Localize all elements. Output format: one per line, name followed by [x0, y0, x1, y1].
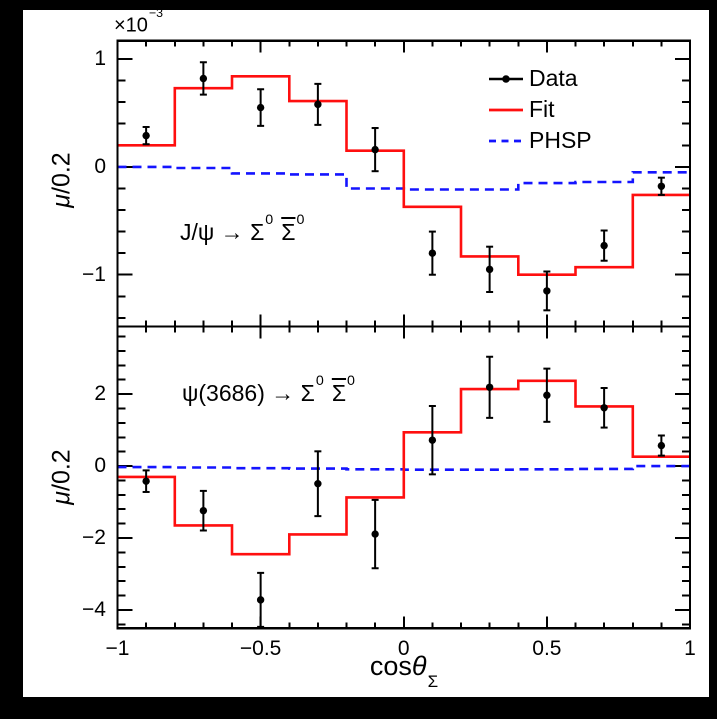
phsp-dashed-line-icon: [489, 139, 523, 142]
bottom-panel-ticks: [116, 326, 691, 629]
fit-line-icon: [489, 108, 523, 111]
legend-label-fit: Fit: [529, 96, 555, 122]
mu-symbol: μ: [47, 491, 76, 505]
legend-item-fit: Fit: [487, 94, 592, 125]
top-panel-ytick-−1: −1: [82, 262, 106, 286]
legend-label-phsp: PHSP: [529, 127, 592, 153]
bottom-panel-data-points: [142, 355, 666, 628]
legend-item-data: Data: [487, 63, 592, 94]
bottom-panel-ytick-−2: −2: [82, 526, 106, 549]
top-panel: [116, 39, 692, 328]
plot-paper: [23, 10, 709, 697]
sigma-subscript: Σ: [427, 672, 439, 692]
xtick-0.5: 0.5: [532, 637, 562, 660]
exponent-base: ×10: [114, 14, 148, 37]
xtick-−1: −1: [105, 637, 130, 660]
top-panel-data-points: [142, 61, 666, 312]
theta-symbol: θ: [411, 651, 427, 681]
exponent-power: −3: [148, 6, 164, 21]
xtick-0: 0: [397, 637, 410, 660]
mu-symbol: μ: [47, 194, 76, 208]
y-axis-exponent-label: ×10−3: [114, 6, 163, 38]
decay-label-psi3686: ψ(3686) → Σ0 Σ0: [182, 372, 355, 406]
legend-item-phsp: PHSP: [487, 125, 592, 156]
cos-text: cos: [369, 651, 412, 681]
xtick-1: 1: [684, 637, 696, 660]
legend: Data Fit PHSP: [487, 63, 592, 156]
data-marker-icon: [489, 74, 523, 83]
top-panel-fit-line: [118, 75, 689, 276]
bottom-panel-ytick-2: 2: [94, 382, 106, 406]
bottom-panel-ytick-0: 0: [94, 454, 106, 478]
xtick-−0.5: −0.5: [239, 637, 282, 660]
bottom-panel: [116, 325, 692, 630]
top-panel-ytick-0: 0: [94, 154, 106, 178]
legend-label-data: Data: [529, 65, 578, 91]
top-panel-ytick-1: 1: [94, 47, 106, 71]
bottom-panel-ytick-−4: −4: [82, 597, 106, 621]
x-axis-title: cosθΣ: [369, 651, 438, 691]
decay-label-jpsi: J/ψ → Σ0 Σ0: [180, 211, 305, 245]
bottom-panel-fit-line: [118, 379, 689, 556]
